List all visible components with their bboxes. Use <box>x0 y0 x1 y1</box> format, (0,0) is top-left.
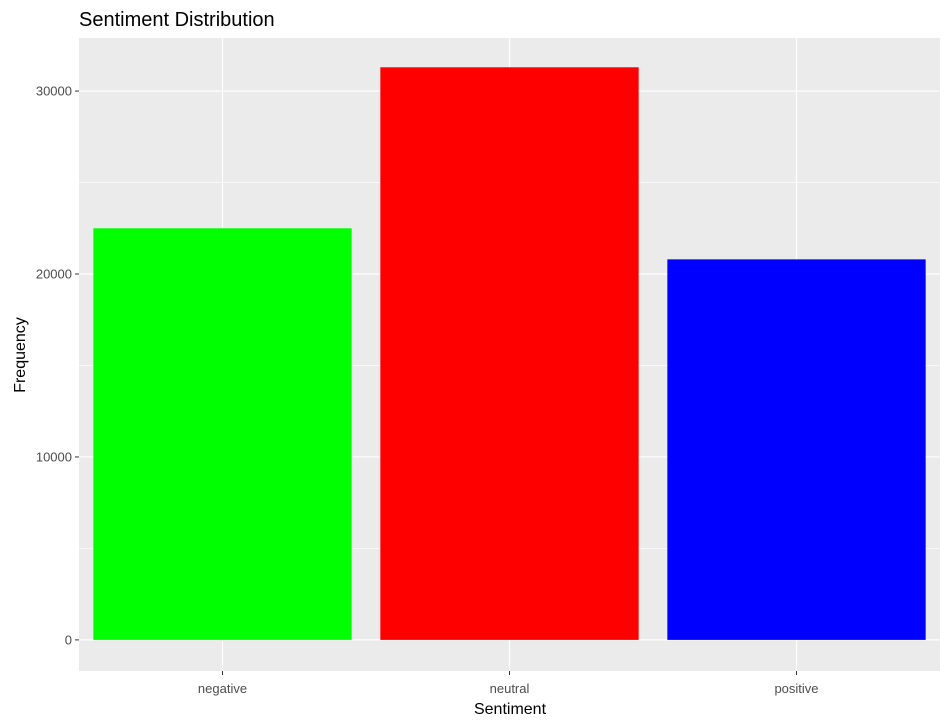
x-axis-title: Sentiment <box>474 701 547 718</box>
y-axis-title: Frequency <box>12 317 29 393</box>
bars <box>93 67 926 640</box>
y-tick-label: 20000 <box>36 267 72 282</box>
plot-panel <box>79 38 940 671</box>
bar-negative <box>93 228 352 640</box>
y-tick-label: 0 <box>65 632 72 647</box>
x-tick-label-negative: negative <box>198 681 247 696</box>
bar-positive <box>667 259 926 640</box>
bar-neutral <box>380 67 639 640</box>
y-axis-ticks: 0 10000 20000 30000 <box>36 84 79 647</box>
x-tick-label-positive: positive <box>774 681 818 696</box>
y-tick-label: 10000 <box>36 449 72 464</box>
x-axis-ticks: negative neutral positive <box>198 671 819 696</box>
chart-title: Sentiment Distribution <box>79 9 275 31</box>
x-tick-label-neutral: neutral <box>490 681 530 696</box>
y-tick-label: 30000 <box>36 84 72 99</box>
